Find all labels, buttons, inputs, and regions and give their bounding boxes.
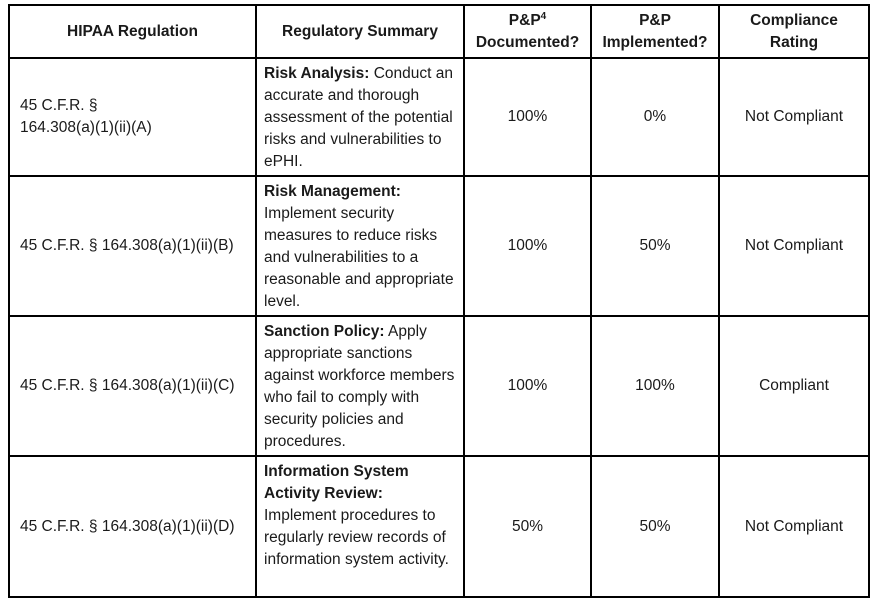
header-regulatory-summary: Regulatory Summary (255, 4, 465, 59)
summary-text: Apply appropriate sanctions against work… (264, 323, 455, 450)
footnote-marker: 4 (540, 10, 547, 22)
summary-cell: Sanction Policy: Apply appropriate sanct… (255, 315, 465, 457)
pp-documented-cell: 100% (463, 315, 592, 457)
pp-implemented-cell: 50% (590, 455, 720, 598)
pp-implemented-cell: 0% (590, 57, 720, 177)
summary-term: Sanction Policy: (264, 323, 385, 340)
regulation-cell: 45 C.F.R. § 164.308(a)(1)(ii)(C) (8, 315, 257, 457)
pp-implemented-cell: 100% (590, 315, 720, 457)
summary-term: Risk Analysis: (264, 65, 370, 82)
compliance-rating-cell: Not Compliant (718, 57, 870, 177)
compliance-rating-cell: Compliant (718, 315, 870, 457)
header-pp-documented: P&P4 Documented? (463, 4, 592, 59)
pp-documented-cell: 50% (463, 455, 592, 598)
header-pp-implemented: P&P Implemented? (590, 4, 720, 59)
summary-cell: Information System Activity Review: Impl… (255, 455, 465, 598)
table-row: 45 C.F.R. § 164.308(a)(1)(ii)(B) Risk Ma… (8, 175, 870, 317)
regulation-cell: 45 C.F.R. § 164.308(a)(1)(ii)(A) (8, 57, 257, 177)
regulation-cell: 45 C.F.R. § 164.308(a)(1)(ii)(D) (8, 455, 257, 598)
table-row: 45 C.F.R. § 164.308(a)(1)(ii)(C) Sanctio… (8, 315, 870, 457)
summary-text: Conduct an accurate and thorough assessm… (264, 65, 453, 170)
summary-term: Information System Activity Review: (264, 463, 409, 502)
summary-text: Implement security measures to reduce ri… (264, 205, 454, 310)
header-line: P&P4 (469, 10, 586, 32)
table-header-row: HIPAA Regulation Regulatory Summary P&P4… (8, 4, 870, 59)
summary-cell: Risk Analysis: Conduct an accurate and t… (255, 57, 465, 177)
header-compliance-label: Compliance (750, 11, 838, 29)
header-pp-label: P&P (639, 11, 671, 29)
regulation-cell: 45 C.F.R. § 164.308(a)(1)(ii)(B) (8, 175, 257, 317)
header-compliance-rating: Compliance Rating (718, 4, 870, 59)
pp-implemented-cell: 50% (590, 175, 720, 317)
pp-documented-cell: 100% (463, 57, 592, 177)
hipaa-compliance-table: HIPAA Regulation Regulatory Summary P&P4… (8, 4, 870, 598)
header-pp-label: P&P (508, 11, 541, 29)
compliance-rating-cell: Not Compliant (718, 175, 870, 317)
header-hipaa-regulation: HIPAA Regulation (8, 4, 257, 59)
compliance-rating-cell: Not Compliant (718, 455, 870, 598)
pp-documented-cell: 100% (463, 175, 592, 317)
summary-cell: Risk Management: Implement security meas… (255, 175, 465, 317)
header-implemented-label: Implemented? (602, 33, 708, 51)
header-rating-label: Rating (769, 33, 819, 51)
summary-term: Risk Management: (264, 183, 401, 200)
table-row: 45 C.F.R. § 164.308(a)(1)(ii)(D) Informa… (8, 455, 870, 598)
header-documented-label: Documented? (475, 33, 580, 51)
table-row: 45 C.F.R. § 164.308(a)(1)(ii)(A) Risk An… (8, 57, 870, 177)
summary-text: Implement procedures to regularly review… (264, 507, 449, 568)
